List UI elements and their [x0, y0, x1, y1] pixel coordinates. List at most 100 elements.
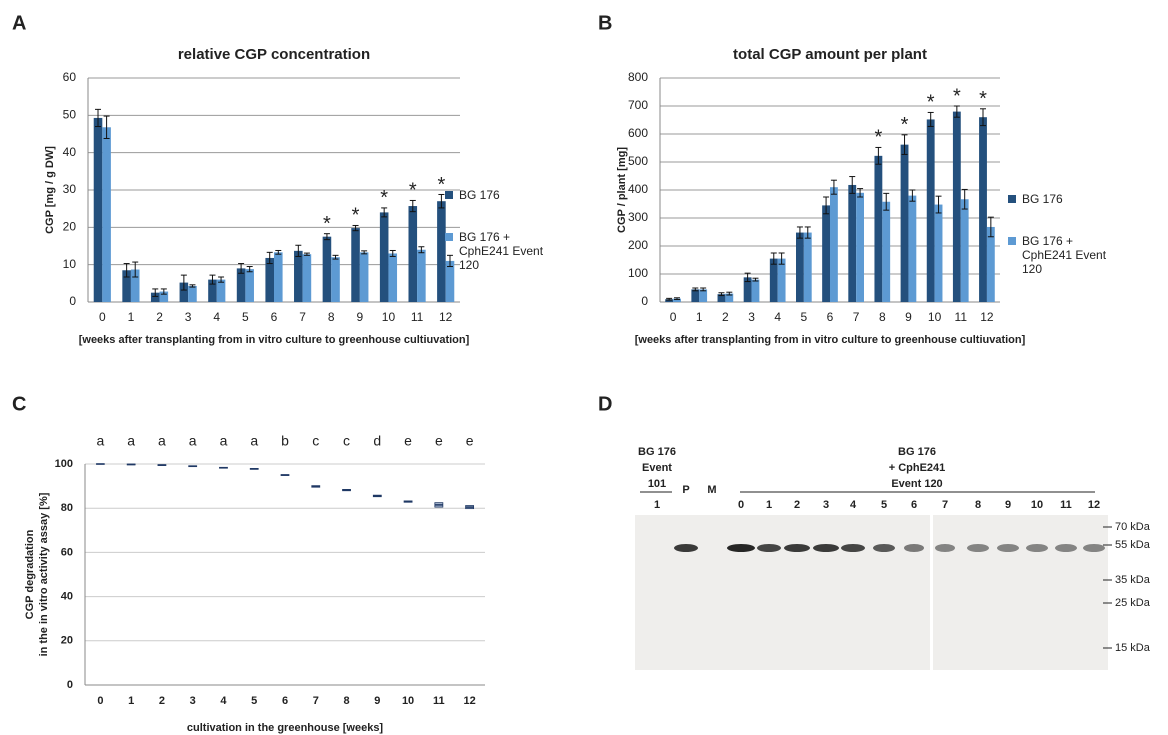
y-tick-label: 30: [63, 182, 77, 196]
lane-header: Event 120: [891, 478, 942, 490]
bar: [188, 286, 197, 302]
blot-band: [997, 544, 1019, 552]
legend-swatch: [445, 191, 453, 199]
x-tick-label: 4: [220, 695, 227, 707]
blot-band: [727, 544, 755, 552]
x-tick-label: 2: [722, 310, 729, 324]
group-letter: a: [158, 433, 166, 449]
bar: [882, 202, 890, 302]
x-tick-label: 5: [801, 310, 808, 324]
bar: [102, 127, 111, 302]
y-tick-label: 50: [63, 108, 77, 122]
significance-mark: *: [874, 127, 882, 149]
marker-label: 35 kDa: [1115, 574, 1151, 586]
legend-item: BG 176 + CphE241 Event 120: [445, 230, 550, 272]
blot-membrane: [635, 515, 1108, 670]
group-letter: d: [373, 433, 381, 449]
x-tick-label: 0: [99, 310, 106, 324]
bar: [935, 205, 943, 302]
x-tick-label: 1: [128, 695, 134, 707]
x-tick-label: 10: [928, 310, 942, 324]
legend-swatch: [1008, 237, 1016, 245]
bar: [856, 193, 864, 302]
x-tick-label: 0: [670, 310, 677, 324]
lane-label: 4: [850, 499, 857, 511]
lane-label: 5: [881, 499, 887, 511]
panel-letter: A: [12, 12, 26, 34]
bar: [380, 212, 389, 302]
x-tick-label: 7: [313, 695, 319, 707]
marker-label: 25 kDa: [1115, 597, 1151, 609]
x-tick-label: 11: [411, 310, 424, 324]
marker-label: 15 kDa: [1115, 642, 1151, 654]
bar: [953, 112, 961, 302]
group-letter: c: [343, 433, 350, 449]
bar: [908, 196, 916, 302]
x-axis-label: [weeks after transplanting from in vitro…: [79, 334, 470, 346]
x-tick-label: 2: [159, 695, 165, 707]
chart-title: total CGP amount per plant: [733, 46, 927, 63]
significance-mark: *: [927, 92, 935, 114]
marker-label: 70 kDa: [1115, 521, 1151, 533]
y-tick-label: 40: [61, 591, 73, 603]
bar: [323, 237, 332, 302]
blot-band: [1055, 544, 1077, 552]
figure: Arelative CGP concentration0102030405060…: [0, 0, 1168, 735]
x-axis-label: [weeks after transplanting from in vitro…: [635, 334, 1026, 346]
blot-band: [935, 544, 955, 552]
x-tick-label: 4: [213, 310, 220, 324]
blot-band: [904, 544, 924, 552]
group-letter: e: [466, 433, 474, 449]
lane-header: Event: [642, 462, 672, 474]
bar: [822, 205, 830, 302]
x-tick-label: 6: [282, 695, 288, 707]
lane-header: BG 176: [638, 446, 676, 458]
bar: [417, 250, 426, 302]
panel-letter: C: [12, 393, 26, 415]
bar: [804, 233, 812, 302]
y-tick-label: 700: [628, 98, 648, 112]
bar: [961, 199, 969, 302]
x-tick-label: 2: [156, 310, 163, 324]
group-letter: e: [435, 433, 443, 449]
panel-letter: B: [598, 12, 612, 34]
legend-swatch: [445, 233, 453, 241]
bar: [274, 252, 283, 302]
legend-swatch: [1008, 195, 1016, 203]
x-tick-label: 12: [463, 695, 475, 707]
bar: [331, 257, 340, 302]
significance-mark: *: [901, 114, 909, 136]
x-tick-label: 4: [774, 310, 781, 324]
group-letter: e: [404, 433, 412, 449]
y-axis-label: CGP / plant [mg]: [616, 147, 628, 233]
bar: [770, 259, 778, 302]
lane-label: 1: [766, 499, 772, 511]
x-tick-label: 9: [374, 695, 380, 707]
lane-header: BG 176: [898, 446, 936, 458]
bar: [217, 280, 226, 302]
y-axis-label: in the in vitro activity assay [%]: [38, 492, 50, 656]
significance-mark: *: [380, 187, 388, 209]
lane-header: + CphE241: [889, 462, 946, 474]
legend-label: BG 176 + CphE241 Event 120: [459, 230, 550, 272]
legend-item: BG 176: [445, 188, 550, 202]
legend-label: BG 176 + CphE241 Event 120: [1022, 234, 1113, 276]
x-tick-label: 9: [357, 310, 364, 324]
bar: [979, 117, 987, 302]
bar: [388, 253, 397, 302]
y-tick-label: 60: [63, 70, 77, 84]
bar: [408, 206, 417, 302]
x-tick-label: 8: [328, 310, 335, 324]
x-tick-label: 11: [955, 310, 968, 324]
x-tick-label: 5: [242, 310, 249, 324]
lane-label: 8: [975, 499, 981, 511]
blot-divider: [930, 515, 933, 670]
x-tick-label: 6: [271, 310, 278, 324]
bar: [830, 187, 838, 302]
blot-band: [873, 544, 895, 552]
y-tick-label: 400: [628, 182, 648, 196]
x-tick-label: 6: [827, 310, 834, 324]
group-letter: a: [96, 433, 104, 449]
group-letter: a: [127, 433, 135, 449]
significance-mark: *: [352, 205, 360, 227]
